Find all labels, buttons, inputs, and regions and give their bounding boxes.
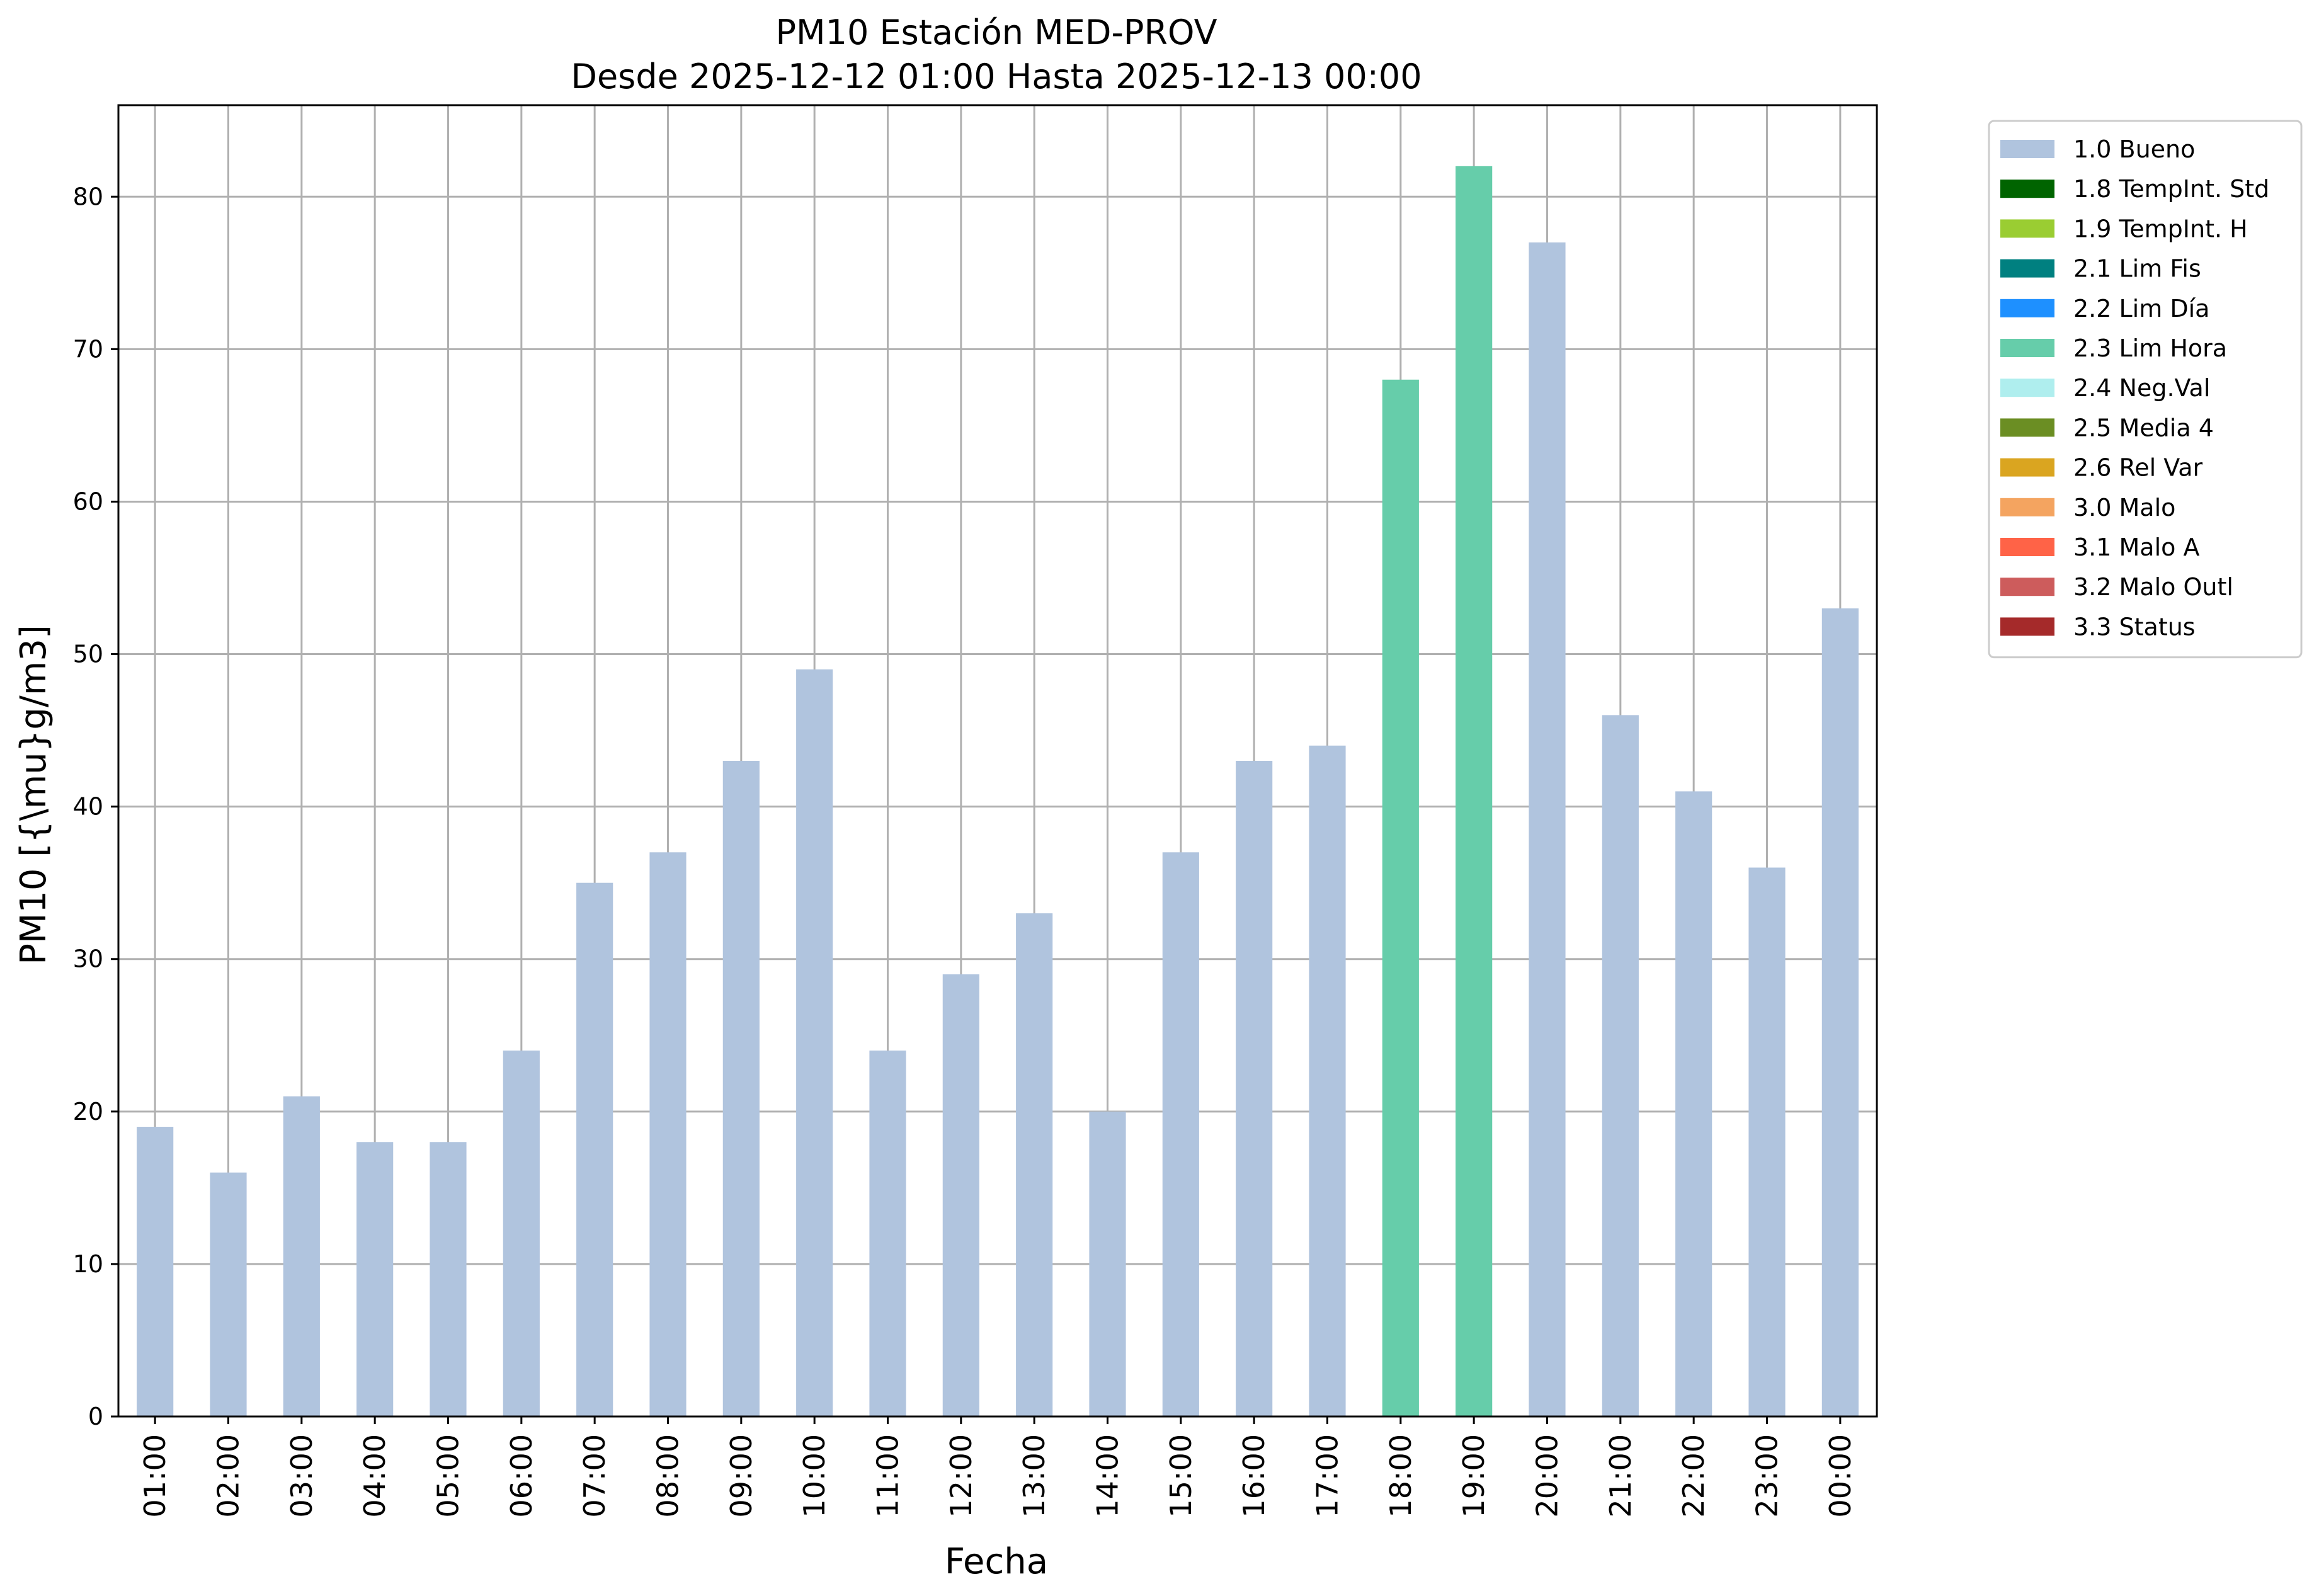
y-tick-label: 30 [73, 945, 103, 973]
bar [576, 882, 613, 1416]
legend-label: 2.4 Neg.Val [2073, 374, 2210, 402]
bar [1236, 761, 1273, 1416]
legend-swatch [2000, 299, 2054, 317]
x-tick-label: 13:00 [1017, 1434, 1051, 1518]
legend-label: 1.9 TempInt. H [2073, 215, 2248, 242]
legend-swatch [2000, 339, 2054, 357]
legend-label: 3.0 Malo [2073, 494, 2175, 522]
x-tick-label: 16:00 [1237, 1434, 1271, 1518]
x-tick-label: 19:00 [1457, 1434, 1491, 1518]
legend-swatch [2000, 617, 2054, 636]
x-tick-label: 17:00 [1311, 1434, 1345, 1518]
legend-label: 2.5 Media 4 [2073, 414, 2214, 442]
y-tick-label: 50 [73, 641, 103, 668]
x-tick-label: 21:00 [1604, 1434, 1638, 1518]
x-tick-label: 04:00 [358, 1434, 392, 1518]
bar [1309, 745, 1346, 1416]
bar [1089, 1111, 1126, 1416]
bar [1162, 852, 1199, 1416]
x-tick-label: 23:00 [1750, 1434, 1784, 1518]
bar [1529, 242, 1566, 1416]
y-axis: 0 10 20 30 40 50 60 70 80 [73, 183, 118, 1430]
x-tick-label: 12:00 [944, 1434, 978, 1518]
y-tick-label: 80 [73, 183, 103, 210]
legend-label: 3.1 Malo A [2073, 533, 2199, 561]
legend-swatch [2000, 538, 2054, 556]
y-tick-label: 0 [88, 1403, 103, 1430]
bar [283, 1096, 320, 1416]
bar [1456, 166, 1493, 1417]
bar [796, 669, 833, 1416]
legend-swatch [2000, 418, 2054, 437]
x-tick-label: 06:00 [504, 1434, 538, 1518]
legend-swatch [2000, 458, 2054, 477]
bars [137, 166, 1859, 1417]
bar [503, 1050, 540, 1416]
legend-label: 2.1 Lim Fis [2073, 255, 2201, 283]
y-tick-label: 70 [73, 335, 103, 363]
x-tick-label: 08:00 [651, 1434, 685, 1518]
bar [722, 761, 760, 1416]
y-tick-label: 40 [73, 793, 103, 821]
chart-title: PM10 Estación MED-PROV [775, 13, 1217, 52]
x-tick-label: 03:00 [285, 1434, 319, 1518]
bar [1382, 379, 1419, 1416]
bar [1602, 715, 1639, 1416]
bar [430, 1142, 467, 1416]
legend-label: 3.3 Status [2073, 613, 2196, 641]
x-tick-label: 10:00 [797, 1434, 831, 1518]
x-tick-label: 18:00 [1384, 1434, 1418, 1518]
bar [869, 1050, 906, 1416]
legend-swatch [2000, 180, 2054, 198]
legend: 1.0 Bueno 1.8 TempInt. Std 1.9 TempInt. H 2… [1988, 120, 2303, 659]
bar [137, 1127, 174, 1416]
legend-label: 1.0 Bueno [2073, 135, 2195, 163]
legend-swatch [2000, 219, 2054, 238]
bar [1675, 791, 1712, 1416]
y-tick-label: 20 [73, 1098, 103, 1126]
legend-swatch [2000, 498, 2054, 516]
x-axis-label: Fecha [945, 1541, 1048, 1582]
legend-label: 2.3 Lim Hora [2073, 334, 2227, 362]
bar [1821, 608, 1859, 1416]
x-tick-label: 15:00 [1164, 1434, 1198, 1518]
bar [210, 1172, 247, 1416]
x-tick-label: 00:00 [1823, 1434, 1857, 1518]
legend-box [1988, 120, 2303, 659]
legend-label: 3.2 Malo Outl [2073, 573, 2233, 601]
y-axis-label: PM10 [{\mu}g/m3] [13, 625, 54, 965]
x-tick-label: 20:00 [1530, 1434, 1564, 1518]
legend-swatch [2000, 578, 2054, 596]
legend-label: 2.2 Lim Día [2073, 295, 2209, 322]
legend-label: 2.6 Rel Var [2073, 454, 2203, 482]
legend-swatch [2000, 379, 2054, 397]
legend-swatch [2000, 140, 2054, 158]
plot-frame [117, 104, 1878, 1418]
x-tick-label: 11:00 [871, 1434, 905, 1518]
x-tick-label: 22:00 [1677, 1434, 1711, 1518]
bar [1748, 867, 1786, 1416]
x-axis: 01:00 02:00 03:00 04:00 05:00 06:00 07:00 08:00… [138, 1416, 1857, 1518]
y-tick-label: 60 [73, 487, 103, 515]
bar [1016, 913, 1053, 1416]
x-tick-label: 07:00 [578, 1434, 612, 1518]
legend-swatch [2000, 259, 2054, 278]
x-tick-label: 09:00 [724, 1434, 758, 1518]
legend-label: 1.8 TempInt. Std [2073, 175, 2269, 203]
x-tick-label: 01:00 [138, 1434, 172, 1518]
y-tick-label: 10 [73, 1250, 103, 1278]
x-tick-label: 02:00 [212, 1434, 246, 1518]
x-tick-label: 05:00 [431, 1434, 465, 1518]
bar [942, 974, 979, 1416]
bar [356, 1142, 394, 1416]
bar [649, 852, 687, 1416]
chart-subtitle: Desde 2025-12-12 01:00 Hasta 2025-12-13 … [571, 57, 1422, 96]
x-tick-label: 14:00 [1091, 1434, 1125, 1518]
